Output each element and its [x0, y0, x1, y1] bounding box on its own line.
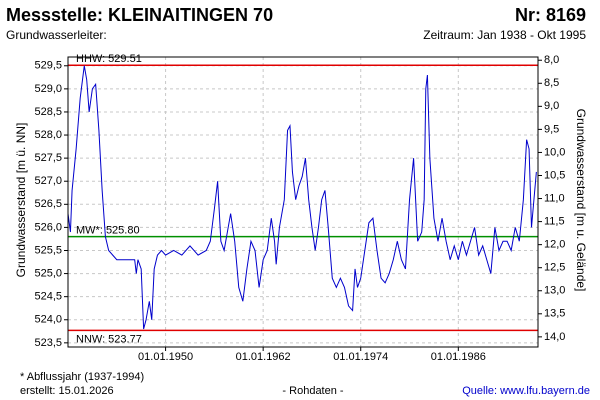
chart-title: Messstelle: KLEINAITINGEN 70 — [6, 5, 273, 25]
plot-frame — [67, 56, 539, 348]
y-tick-label: 524,0 — [34, 314, 62, 326]
raw-data-note: - Rohdaten - — [282, 385, 343, 397]
y-tick-label: 523,5 — [34, 337, 62, 349]
reference-label: HHW: 529.51 — [76, 53, 142, 65]
y2-tick-label: 8,0 — [544, 54, 559, 66]
y2-axis-label: Grundwasserstand [m u. Gelände] — [574, 109, 588, 292]
y-tick-label: 529,5 — [34, 60, 62, 72]
y-tick-label: 526,5 — [34, 198, 62, 210]
y-tick-label: 527,0 — [34, 175, 62, 187]
subtitle-right: Zeitraum: Jan 1938 - Okt 1995 — [423, 28, 586, 42]
y2-tick-label: 11,5 — [544, 216, 565, 228]
station-number: Nr: 8169 — [515, 5, 586, 25]
y2-tick-label: 9,5 — [544, 123, 559, 135]
y2-tick-label: 11,0 — [544, 192, 565, 204]
y-tick-label: 524,5 — [34, 291, 62, 303]
y2-tick-label: 10,0 — [544, 146, 565, 158]
y2-tick-label: 13,5 — [544, 308, 565, 320]
x-tick-label: 01.01.1950 — [138, 351, 193, 363]
y-tick-label: 525,0 — [34, 267, 62, 279]
created-date: erstellt: 15.01.2026 — [20, 385, 114, 397]
y2-tick-label: 8,5 — [544, 77, 559, 89]
y2-tick-label: 12,0 — [544, 239, 565, 251]
footnote: * Abflussjahr (1937-1994) — [20, 371, 144, 383]
y-tick-label: 529,0 — [34, 83, 62, 95]
y-tick-label: 527,5 — [34, 152, 62, 164]
y-tick-label: 526,0 — [34, 221, 62, 233]
subtitle-left: Grundwasserleiter: — [6, 28, 107, 42]
y2-tick-label: 14,0 — [544, 331, 565, 343]
y-tick-label: 528,5 — [34, 106, 62, 118]
y2-tick-label: 9,0 — [544, 100, 559, 112]
level-line — [67, 65, 537, 330]
reference-label: MW*: 525.80 — [76, 225, 140, 237]
source-link[interactable]: Quelle: www.lfu.bayern.de — [462, 385, 590, 397]
x-tick-label: 01.01.1986 — [431, 351, 486, 363]
y2-tick-label: 10,5 — [544, 169, 565, 181]
y2-tick-label: 13,0 — [544, 285, 565, 297]
x-tick-label: 01.01.1962 — [236, 351, 291, 363]
x-tick-label: 01.01.1974 — [333, 351, 388, 363]
y-tick-label: 528,0 — [34, 129, 62, 141]
y-tick-label: 525,5 — [34, 244, 62, 256]
y2-tick-label: 12,5 — [544, 262, 565, 274]
y-axis-label: Grundwasserstand [m ü. NN] — [14, 123, 28, 278]
reference-label: NNW: 523.77 — [76, 333, 142, 345]
